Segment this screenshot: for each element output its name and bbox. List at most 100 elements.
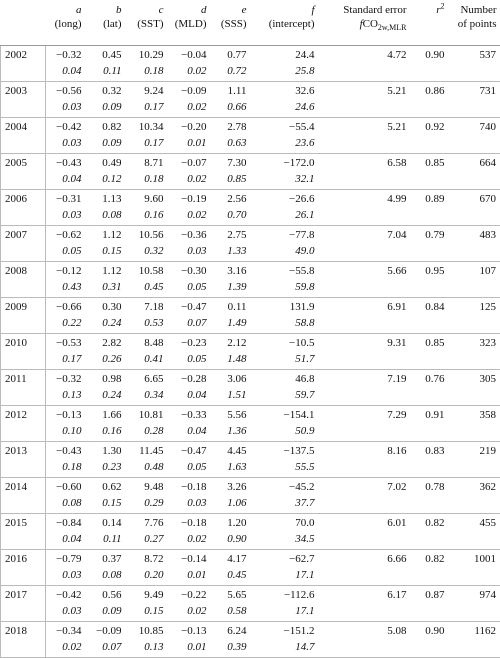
- coefficient-error: 50.9: [255, 423, 315, 439]
- coefficient: −0.19: [172, 191, 207, 207]
- coefficient: −0.62: [50, 227, 82, 243]
- coefficient-error: 24.6: [255, 99, 315, 115]
- r2-cell: 0.86: [411, 82, 449, 118]
- coefficient-error: 0.02: [172, 531, 207, 547]
- coefficient: −10.5: [255, 335, 315, 351]
- coefficient: 3.16: [215, 263, 247, 279]
- coefficient-error: 0.02: [172, 207, 207, 223]
- header-cell: b(lat): [86, 0, 126, 46]
- coefficient: −172.0: [255, 155, 315, 171]
- column-note: (long): [55, 18, 82, 30]
- coefficient: −0.60: [50, 479, 82, 495]
- coefficient-error: 0.04: [172, 387, 207, 403]
- coefficient-error: 0.07: [90, 639, 122, 655]
- coefficient: −0.18: [172, 479, 207, 495]
- coefficient: −0.13: [50, 407, 82, 423]
- coefficient: 1.12: [90, 263, 122, 279]
- coefficient: 8.71: [130, 155, 164, 171]
- coefficient-error: 0.05: [50, 243, 82, 259]
- coefficient: 24.4: [255, 47, 315, 63]
- r2-cell: 0.89: [411, 190, 449, 226]
- coefficient-error: 49.0: [255, 243, 315, 259]
- coefficient-error: 0.45: [215, 567, 247, 583]
- coefficient: 2.75: [215, 227, 247, 243]
- coefficient: −154.1: [255, 407, 315, 423]
- coefficient: −0.09: [172, 83, 207, 99]
- header-cell: a(long): [46, 0, 86, 46]
- coefficient-error: 17.1: [255, 567, 315, 583]
- column-superscript: 2: [441, 1, 445, 10]
- year-cell: 2002: [1, 46, 46, 82]
- n-cell: 219: [449, 442, 500, 478]
- coefficient: 7.76: [130, 515, 164, 531]
- coefficient-error: 0.03: [50, 603, 82, 619]
- year-cell: 2003: [1, 82, 46, 118]
- coefficient: −0.28: [172, 371, 207, 387]
- coefficient: −0.79: [50, 551, 82, 567]
- column-symbol: f: [311, 4, 314, 16]
- coefficient-error: 0.29: [130, 495, 164, 511]
- coefficient-error: 0.03: [50, 99, 82, 115]
- header: a(long)b(lat)c(SST)d(MLD)e(SSS)f(interce…: [1, 0, 500, 46]
- coefficient: −137.5: [255, 443, 315, 459]
- coefficient: 2.82: [90, 335, 122, 351]
- coefficient-error: 1.39: [215, 279, 247, 295]
- coefficient-error: 0.02: [172, 171, 207, 187]
- coefficient-error: 25.8: [255, 63, 315, 79]
- coefficient-error: 0.04: [50, 531, 82, 547]
- header-cell: [1, 0, 46, 46]
- year-cell: 2007: [1, 226, 46, 262]
- n-cell: 1162: [449, 622, 500, 658]
- coefficient: 131.9: [255, 299, 315, 315]
- coefficient: 1.11: [215, 83, 247, 99]
- n-cell: 483: [449, 226, 500, 262]
- coefficient: 7.18: [130, 299, 164, 315]
- coefficient-error: 0.10: [50, 423, 82, 439]
- page: a(long)b(lat)c(SST)d(MLD)e(SSS)f(interce…: [0, 0, 500, 636]
- coefficient: −0.04: [172, 47, 207, 63]
- coefficient: −0.07: [172, 155, 207, 171]
- n-cell: 362: [449, 478, 500, 514]
- r2-cell: 0.91: [411, 406, 449, 442]
- coefficient: 10.85: [130, 623, 164, 639]
- coefficient-error: 0.66: [215, 99, 247, 115]
- coefficient: 2.78: [215, 119, 247, 135]
- coefficient: −0.23: [172, 335, 207, 351]
- coefficient: 9.60: [130, 191, 164, 207]
- column-title: Standard error: [343, 4, 406, 16]
- coefficient-error: 0.05: [172, 459, 207, 475]
- header-cell: e(SSS): [211, 0, 251, 46]
- coefficient: −0.33: [172, 407, 207, 423]
- year-cell: 2017: [1, 586, 46, 622]
